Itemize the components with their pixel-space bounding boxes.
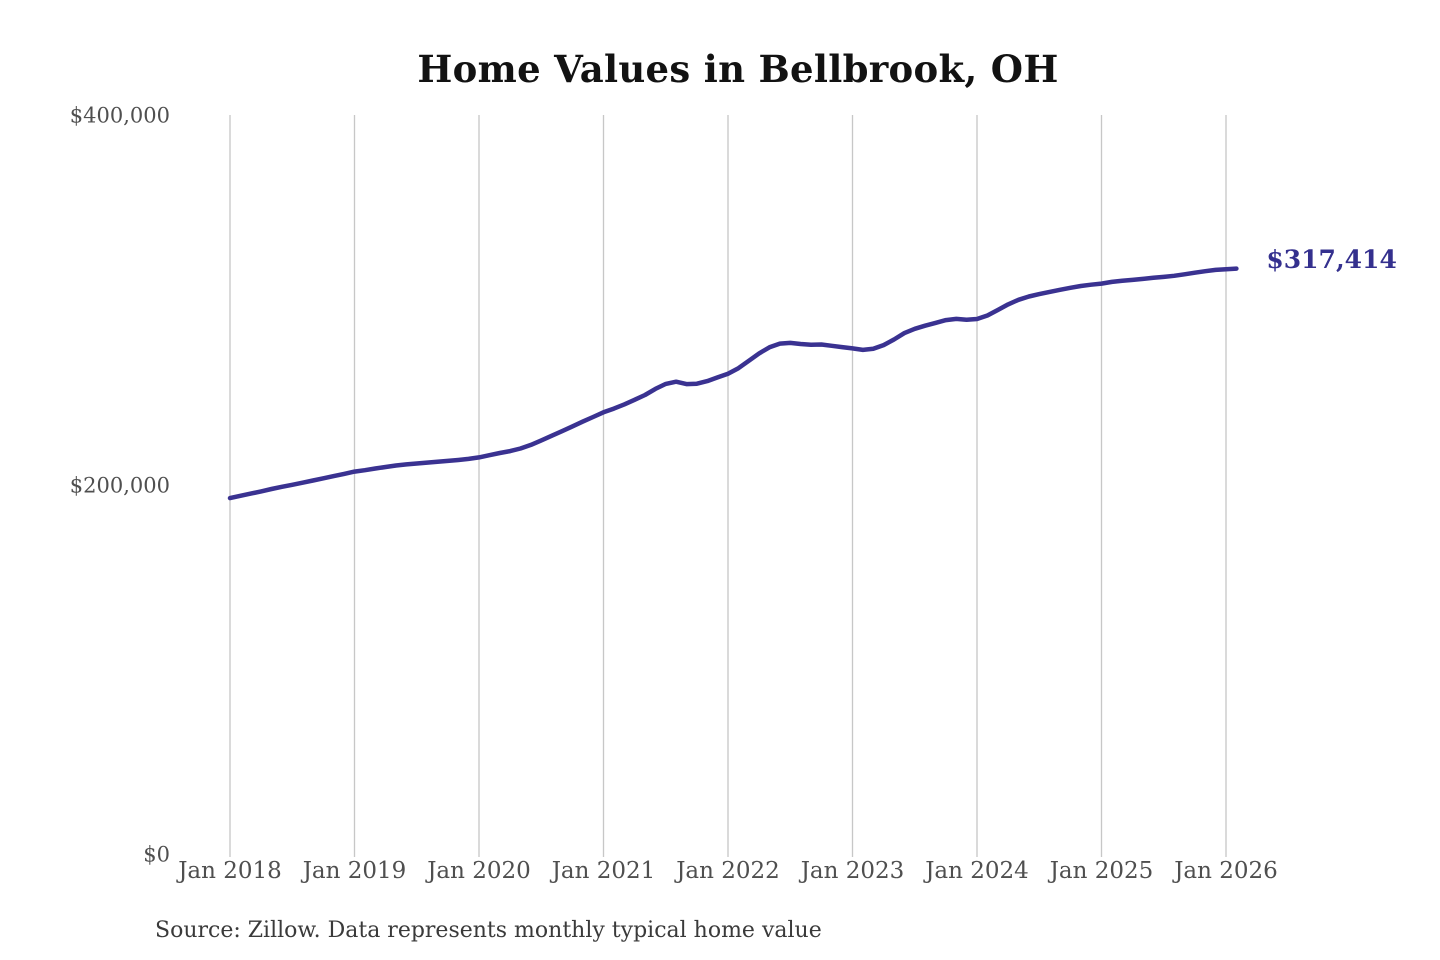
- chart-title: Home Values in Bellbrook, OH: [417, 47, 1059, 91]
- x-tick-label: Jan 2023: [800, 858, 905, 884]
- y-tick-label: $0: [143, 842, 170, 867]
- x-tick-label: Jan 2021: [551, 858, 656, 884]
- source-note: Source: Zillow. Data represents monthly …: [155, 918, 822, 943]
- y-tick-label: $200,000: [69, 473, 170, 497]
- x-tick-label: Jan 2022: [676, 858, 780, 884]
- x-tick-label: Jan 2025: [1049, 858, 1154, 884]
- home-value-line: [227, 266, 1239, 501]
- latest-value-label: $317,414: [1266, 244, 1397, 274]
- x-tick-label: Jan 2019: [302, 858, 407, 884]
- x-tick-label: Jan 2018: [178, 858, 282, 884]
- x-tick-label: Jan 2020: [427, 858, 531, 884]
- y-tick-label: $400,000: [69, 103, 170, 128]
- x-tick-label: Jan 2026: [1174, 858, 1278, 884]
- year-gridlines: [229, 115, 1227, 857]
- x-tick-label: Jan 2024: [925, 858, 1029, 884]
